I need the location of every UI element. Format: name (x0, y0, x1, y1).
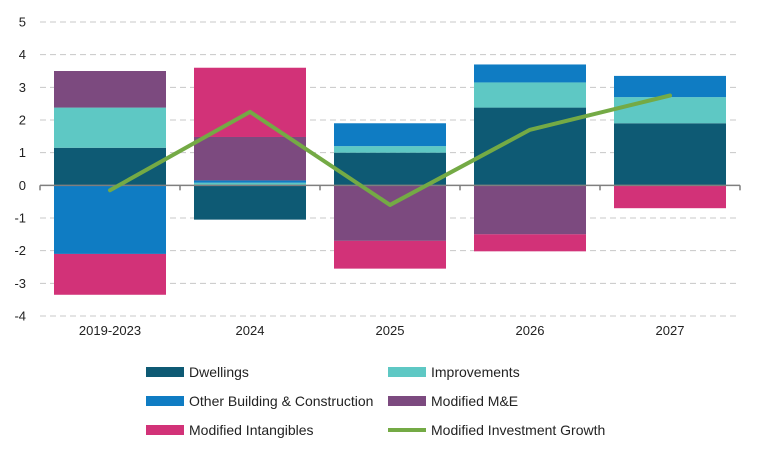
legend-label-dwellings: Dwellings (189, 364, 249, 380)
y-tick-label: 3 (19, 80, 26, 95)
bar-other-building-and-construction-2024 (194, 180, 306, 183)
bar-modified-intangibles-2027 (614, 185, 726, 209)
bar-dwellings-2019-2023 (54, 147, 166, 186)
legend-label-improvements: Improvements (431, 364, 520, 380)
legend-swatch-modified-mande (388, 396, 426, 406)
bar-dwellings-2024 (194, 185, 306, 220)
legend: Dwellings Improvements Other Building & Co… (146, 364, 605, 438)
y-tick-label: 0 (19, 178, 26, 193)
bar-other-building-and-construction-2027 (614, 75, 726, 98)
x-category-label: 2026 (516, 323, 545, 338)
x-category-label: 2019-2023 (79, 323, 141, 338)
y-tick-label: 4 (19, 47, 26, 62)
y-tick-label: 5 (19, 15, 26, 30)
legend-label-modified-intangibles: Modified Intangibles (189, 422, 314, 438)
legend-label-modified-investment-growth: Modified Investment Growth (431, 422, 605, 438)
x-category-label: 2027 (656, 323, 685, 338)
bar-other-building-and-construction-2026 (474, 64, 586, 83)
legend-label-other-building-and-construction: Other Building & Construction (189, 393, 373, 409)
legend-swatch-other-building-and-construction (146, 396, 184, 406)
legend-swatch-modified-intangibles (146, 425, 184, 435)
y-tick-label: 2 (19, 113, 26, 128)
y-tick-label: -2 (14, 243, 26, 258)
bar-modified-intangibles-2026 (474, 234, 586, 252)
x-axis-category-labels: 2019-2023 2024 2025 2026 2027 (79, 323, 685, 338)
legend-swatch-improvements (388, 367, 426, 377)
bar-other-building-and-construction-2025 (334, 123, 446, 147)
bar-improvements-2019-2023 (54, 107, 166, 148)
x-category-label: 2025 (376, 323, 405, 338)
modified-investment-growth-line (108, 93, 672, 207)
y-tick-label: -4 (14, 309, 26, 324)
x-category-label: 2024 (236, 323, 265, 338)
bar-other-building-and-construction-2019-2023 (54, 185, 166, 254)
bar-modified-mande-2024 (194, 136, 306, 181)
y-tick-label: -3 (14, 276, 26, 291)
bar-modified-intangibles-2024 (194, 67, 306, 137)
bar-modified-mande-2026 (474, 185, 586, 235)
y-tick-label: 1 (19, 145, 26, 160)
legend-label-modified-mande: Modified M&E (431, 393, 518, 409)
y-axis-tick-labels: -4 -3 -2 -1 0 1 2 3 4 5 (14, 15, 26, 324)
bar-modified-intangibles-2019-2023 (54, 253, 166, 295)
y-tick-label: -1 (14, 211, 26, 226)
stacked-bars (54, 64, 726, 295)
bar-improvements-2027 (614, 97, 726, 124)
bar-modified-intangibles-2025 (334, 240, 446, 269)
bar-modified-mande-2019-2023 (54, 71, 166, 108)
bar-improvements-2024 (194, 182, 306, 186)
bar-improvements-2026 (474, 82, 586, 108)
x-axis-ticks (39, 185, 741, 191)
investment-growth-line-group (108, 93, 672, 207)
bar-dwellings-2027 (614, 123, 726, 186)
bar-improvements-2025 (334, 146, 446, 153)
legend-swatch-dwellings (146, 367, 184, 377)
bar-modified-mande-2025 (334, 185, 446, 241)
